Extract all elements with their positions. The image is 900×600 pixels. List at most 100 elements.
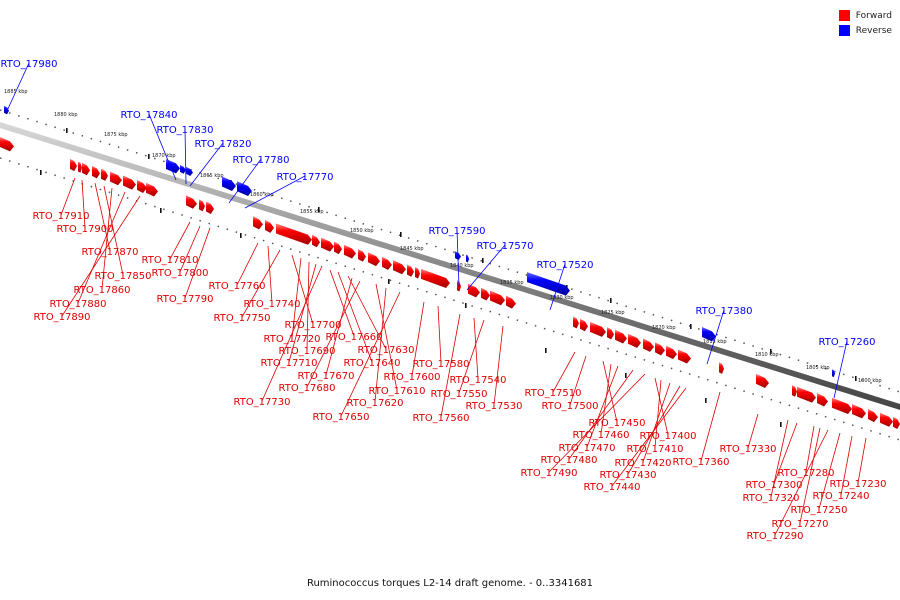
forward-gene-label: RTO_17650 — [312, 412, 369, 423]
label-leader — [818, 432, 841, 510]
figure-caption: Ruminococcus torques L2-14 draft genome.… — [306, 578, 594, 589]
label-leader — [549, 263, 566, 311]
forward-gene — [407, 264, 414, 277]
forward-gene-label: RTO_17330 — [719, 444, 776, 455]
label-leader — [706, 309, 725, 365]
forward-gene-label: RTO_17470 — [558, 443, 615, 454]
label-leader — [61, 195, 141, 317]
legend-reverse: Reverse — [838, 23, 892, 38]
reverse-swatch — [838, 25, 850, 36]
label-leader — [586, 365, 619, 448]
forward-gene-label: RTO_17300 — [745, 480, 802, 491]
forward-gene — [206, 201, 214, 215]
forward-gene — [368, 252, 380, 267]
label-leader — [340, 291, 401, 417]
genes — [0, 105, 900, 429]
forward-gene — [344, 244, 356, 259]
forward-gene-label: RTO_17600 — [383, 372, 440, 383]
label-leader — [189, 142, 224, 187]
forward-gene-label: RTO_17720 — [263, 334, 320, 345]
forward-gene-label: RTO_17660 — [325, 332, 382, 343]
forward-gene-label: RTO_17740 — [243, 299, 300, 310]
forward-gene-label: RTO_17760 — [208, 281, 265, 292]
forward-gene-label: RTO_17560 — [412, 413, 469, 424]
forward-gene-label: RTO_17270 — [771, 519, 828, 530]
label-leader — [267, 245, 273, 304]
reverse-gene-label: RTO_17980 — [0, 59, 57, 70]
reverse-gene — [702, 326, 716, 342]
legend-reverse-label: Reverse — [855, 25, 892, 36]
forward-gene — [655, 342, 665, 356]
label-leader — [306, 280, 361, 388]
label-leader — [228, 158, 262, 204]
scale-label: 1850 kbp — [350, 228, 374, 234]
forward-gene — [490, 290, 505, 306]
label-leader — [94, 182, 111, 252]
forward-gene — [573, 316, 579, 329]
reverse-gene — [180, 164, 186, 174]
legend: Forward Reverse — [838, 8, 892, 38]
forward-gene-label: RTO_17500 — [541, 401, 598, 412]
reverse-gene — [186, 166, 193, 176]
label-leader — [374, 287, 387, 403]
forward-gene — [580, 318, 588, 332]
forward-gene — [880, 412, 893, 427]
label-leader — [466, 244, 506, 291]
forward-gene — [797, 386, 816, 403]
forward-gene — [615, 329, 627, 344]
scale-label: 1805 kbp — [806, 365, 830, 371]
label-leader — [774, 429, 829, 536]
forward-gene-label: RTO_17810 — [141, 255, 198, 266]
forward-gene — [334, 241, 342, 255]
label-leader — [375, 283, 398, 391]
forward-gene — [868, 408, 878, 423]
reverse-gene-label: RTO_17820 — [194, 139, 251, 150]
forward-gene — [146, 182, 158, 197]
forward-gene — [78, 161, 82, 173]
forward-gene — [481, 287, 490, 301]
label-leader — [291, 257, 302, 339]
forward-gene — [643, 338, 654, 352]
forward-gene-label: RTO_17530 — [465, 401, 522, 412]
scale-label: 1830 kbp — [550, 295, 574, 301]
label-leader — [411, 301, 425, 377]
reverse-gene-label: RTO_17380 — [695, 306, 752, 317]
forward-gene-label: RTO_17640 — [343, 358, 400, 369]
label-leader — [840, 435, 853, 496]
scale-label: 1870 kbp — [152, 153, 176, 159]
label-leader — [261, 265, 323, 402]
forward-gene-label: RTO_17800 — [151, 268, 208, 279]
forward-gene — [358, 249, 366, 262]
reverse-gene-label: RTO_17780 — [232, 155, 289, 166]
scale-label: 1845 kbp — [400, 246, 424, 252]
label-leader — [81, 179, 86, 229]
label-leader — [337, 271, 373, 363]
label-leader — [458, 319, 485, 394]
label-leader — [548, 373, 646, 473]
label-leader — [291, 254, 314, 325]
label-leader — [773, 422, 798, 485]
reverse-gene-label: RTO_17840 — [120, 110, 177, 121]
forward-gene-label: RTO_17750 — [213, 313, 270, 324]
label-leader — [600, 363, 612, 435]
forward-gene-label: RTO_17250 — [790, 505, 847, 516]
forward-gene — [506, 295, 516, 309]
scale-label: 1825 kbp — [601, 310, 625, 316]
forward-gene — [82, 162, 90, 176]
label-leader — [833, 340, 848, 399]
scale-label: 1820 kbp — [652, 325, 676, 331]
forward-gene-label: RTO_17630 — [357, 345, 414, 356]
forward-gene — [817, 392, 828, 407]
label-leader — [569, 355, 587, 406]
forward-gene-label: RTO_17360 — [672, 457, 729, 468]
label-leader — [700, 391, 721, 462]
forward-gene — [137, 179, 147, 194]
forward-gene — [719, 362, 724, 374]
forward-gene — [0, 137, 14, 152]
label-leader — [602, 360, 618, 423]
legend-forward-label: Forward — [855, 10, 892, 21]
forward-gene-label: RTO_17870 — [81, 247, 138, 258]
forward-gene-label: RTO_17510 — [524, 388, 581, 399]
